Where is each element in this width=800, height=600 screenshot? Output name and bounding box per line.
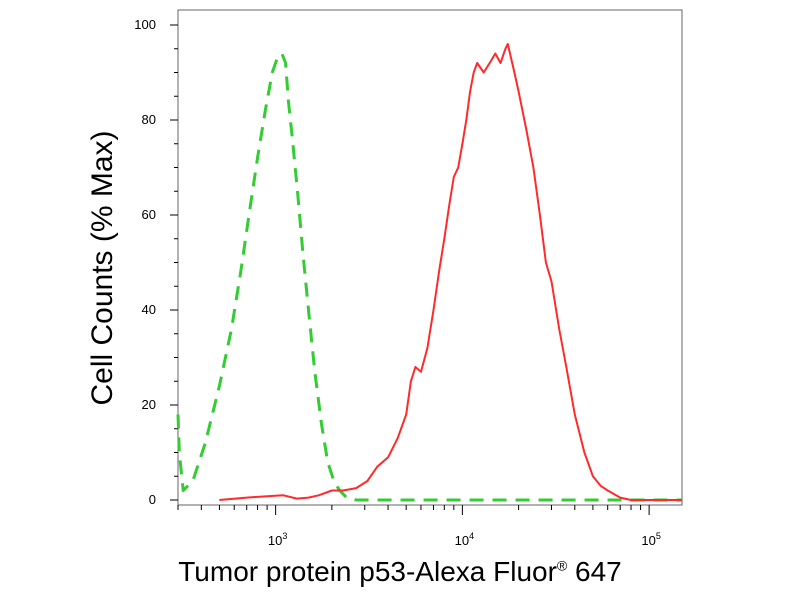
series-layer	[176, 43, 682, 502]
y-tick-label: 100	[134, 17, 156, 32]
y-tick-label: 60	[142, 207, 156, 222]
y-axis-label: Cell Counts (% Max)	[86, 130, 119, 405]
x-axis: 103 104 105	[177, 505, 661, 548]
x-axis-label: Tumor protein p53-Alexa Fluor® 647	[0, 556, 800, 588]
x-tick-label: 105	[641, 531, 660, 548]
control-series-line	[176, 52, 682, 502]
y-tick-label: 20	[142, 397, 156, 412]
x-tick-base: 10	[455, 533, 469, 548]
x-tick-base: 10	[641, 533, 655, 548]
plot-frame	[177, 9, 683, 506]
y-tick-label: 80	[142, 112, 156, 127]
x-tick-base: 10	[268, 533, 282, 548]
x-tick-exponent: 3	[282, 531, 287, 541]
x-axis-label-text: Tumor protein p53-Alexa Fluor	[178, 556, 557, 587]
sample-series-line	[219, 43, 682, 501]
y-tick-label: 0	[149, 492, 156, 507]
y-axis: 0 20 40 60 80 100	[134, 17, 178, 507]
x-tick-exponent: 4	[469, 531, 474, 541]
x-tick-label: 103	[268, 531, 287, 548]
x-tick-label: 104	[455, 531, 474, 548]
x-axis-label-suffix: 647	[567, 556, 622, 587]
y-tick-label: 40	[142, 302, 156, 317]
x-tick-exponent: 5	[656, 531, 661, 541]
registered-mark: ®	[556, 557, 568, 574]
